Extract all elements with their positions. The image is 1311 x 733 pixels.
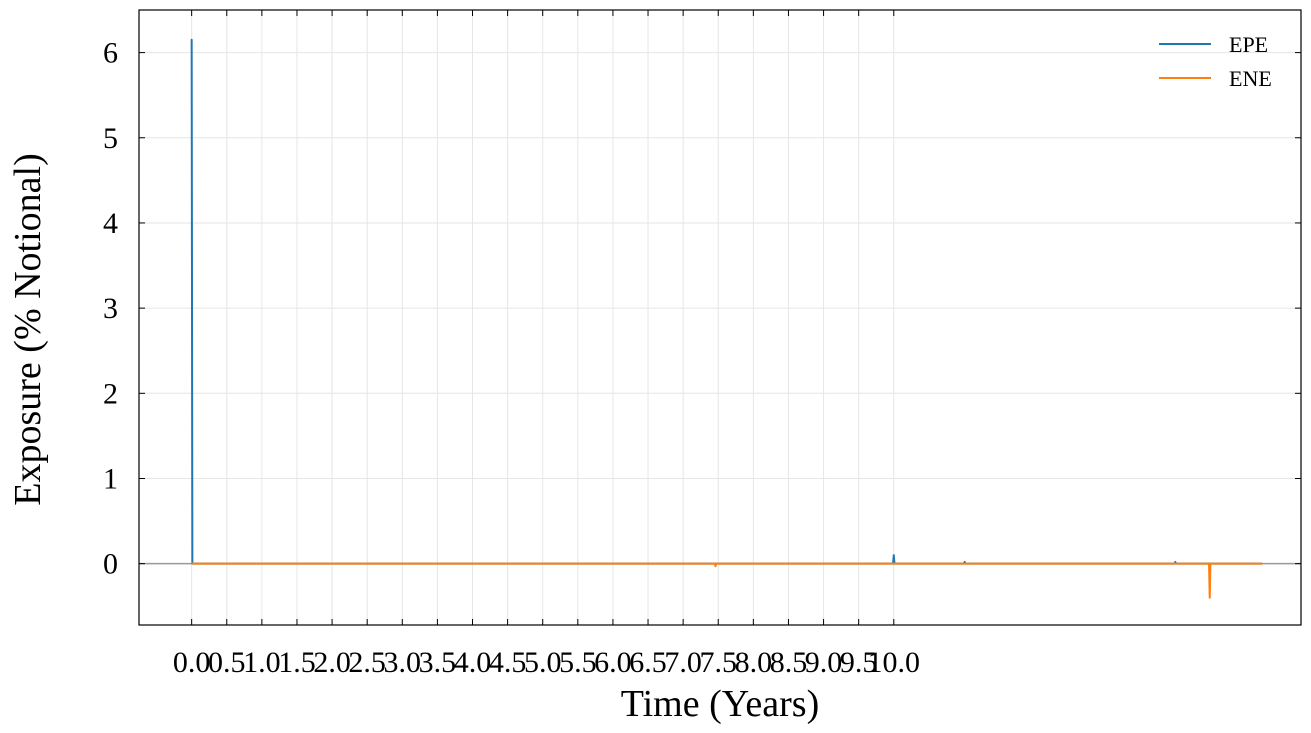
y-tick-label: 2 (103, 377, 118, 410)
x-tick-label: 5.5 (559, 646, 597, 679)
y-tick-label: 5 (103, 122, 118, 155)
x-tick-label: 8.0 (735, 646, 773, 679)
x-tick-label: 7.0 (664, 646, 702, 679)
x-tick-label: 10.0 (868, 646, 921, 679)
x-tick-label: 1.5 (278, 646, 316, 679)
x-axis-title: Time (Years) (621, 683, 819, 725)
x-tick-label: 2.5 (348, 646, 386, 679)
x-tick-label: 8.5 (770, 646, 808, 679)
x-tick-label: 2.0 (313, 646, 351, 679)
x-tick-label: 6.0 (594, 646, 632, 679)
x-tick-label: 9.5 (840, 646, 878, 679)
series-line-epe (190, 38, 1263, 565)
x-tick-label: 3.5 (419, 646, 457, 679)
x-tick-label: 4.5 (489, 646, 527, 679)
y-axis-title: Exposure (% Notional) (7, 153, 49, 505)
x-tick-label: 4.0 (454, 646, 492, 679)
y-tick-label: 6 (103, 37, 118, 70)
x-tick-label: 1.0 (243, 646, 281, 679)
plot-frame (138, 9, 1302, 626)
series-line-ene (191, 562, 1263, 599)
grid-layer (139, 10, 1301, 625)
x-tick-label: 3.0 (384, 646, 422, 679)
legend-label-ene: ENE (1229, 66, 1272, 91)
legend-label-epe: EPE (1229, 32, 1268, 57)
x-tick-label: 0.0 (173, 646, 211, 679)
y-tick-label: 1 (103, 462, 118, 495)
x-tick-label: 9.0 (805, 646, 843, 679)
tick-layer: 0.00.51.01.52.02.53.03.54.04.55.05.56.06… (103, 10, 1301, 679)
y-tick-label: 3 (103, 292, 118, 325)
y-tick-label: 0 (103, 548, 118, 581)
x-tick-label: 5.0 (524, 646, 562, 679)
x-tick-label: 0.5 (208, 646, 246, 679)
legend: EPE ENE (1159, 32, 1272, 91)
y-tick-label: 4 (103, 207, 118, 240)
series-layer (190, 38, 1263, 599)
x-tick-label: 7.5 (699, 646, 737, 679)
x-tick-label: 6.5 (629, 646, 667, 679)
